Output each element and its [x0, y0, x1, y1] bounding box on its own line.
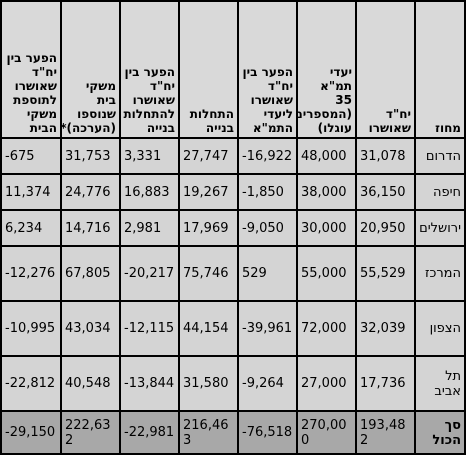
- table-cell: 529: [239, 247, 296, 300]
- table-cell: -20,217: [121, 247, 178, 300]
- table-cell: 38,000: [298, 175, 355, 209]
- table-cell: 72,000: [298, 302, 355, 355]
- table-row: ירושלים 20,950 30,000 -9,050 17,969 2,981 14,7…: [2, 211, 464, 245]
- district-name: הדרום: [416, 139, 464, 173]
- table-cell: -76,518: [239, 412, 296, 453]
- total-row: סך הכול 193,482 270,000 -76,518 216,463 -22,9…: [2, 412, 464, 453]
- table-cell: 17,969: [180, 211, 237, 245]
- table-cell: 216,463: [180, 412, 237, 453]
- table-cell: 48,000: [298, 139, 355, 173]
- table-row: המרכז 55,529 55,000 529 75,746 -20,217 67,805-…: [2, 247, 464, 300]
- table-cell: 32,039: [357, 302, 414, 355]
- table-cell: 67,805: [62, 247, 119, 300]
- header-construction-starts: התחלות בנייה: [180, 2, 237, 137]
- table-cell: 36,150: [357, 175, 414, 209]
- table-row: תל אביב 17,736 27,000 -9,264 31,580 -13,844 40…: [2, 357, 464, 410]
- table-cell: 6,234: [2, 211, 60, 245]
- table-cell: 30,000: [298, 211, 355, 245]
- district-name: הצפון: [416, 302, 464, 355]
- table-cell: 222,632: [62, 412, 119, 453]
- table-cell: 24,776: [62, 175, 119, 209]
- table-row: הדרום 31,078 48,000 -16,922 27,747 3,331 31,75…: [2, 139, 464, 173]
- district-name: חיפה: [416, 175, 464, 209]
- table-cell: 27,000: [298, 357, 355, 410]
- table-cell: 27,747: [180, 139, 237, 173]
- header-gap-approved-vs-starts: הפער בין יח"ד שאושרו להתחלות בנייה: [121, 2, 178, 137]
- table-cell: 40,548: [62, 357, 119, 410]
- table-cell: 270,000: [298, 412, 355, 453]
- table-cell: -9,050: [239, 211, 296, 245]
- table-cell: 3,331: [121, 139, 178, 173]
- table-cell: 17,736: [357, 357, 414, 410]
- table-cell: 16,883: [121, 175, 178, 209]
- table-row: חיפה 36,150 38,000 -1,850 19,267 16,883 24,776…: [2, 175, 464, 209]
- table-cell: 75,746: [180, 247, 237, 300]
- header-row: מחוז יח"ד שאושרו יעדי תמ"א 35 (המספרים ע…: [2, 2, 464, 137]
- table-cell: 55,529: [357, 247, 414, 300]
- table-cell: 55,000: [298, 247, 355, 300]
- table-cell: 31,078: [357, 139, 414, 173]
- header-approved-units: יח"ד שאושרו: [357, 2, 414, 137]
- table-cell: -9,264: [239, 357, 296, 410]
- header-district: מחוז: [416, 2, 464, 137]
- table-cell: 43,034: [62, 302, 119, 355]
- table-cell: 20,950: [357, 211, 414, 245]
- table-cell: -22,981: [121, 412, 178, 453]
- district-name: המרכז: [416, 247, 464, 300]
- total-label: סך הכול: [416, 412, 464, 453]
- header-tama35-targets: יעדי תמ"א 35 (המספרים עוגלו): [298, 2, 355, 137]
- table-cell: 19,267: [180, 175, 237, 209]
- table-cell: 44,154: [180, 302, 237, 355]
- table-cell: 11,374: [2, 175, 60, 209]
- table-cell: -675: [2, 139, 60, 173]
- table-cell: -22,812: [2, 357, 60, 410]
- table-cell: -10,995: [2, 302, 60, 355]
- header-households-added: משקי בית שנוספו (הערכה)*: [62, 2, 119, 137]
- district-name: ירושלים: [416, 211, 464, 245]
- table-cell: 31,753: [62, 139, 119, 173]
- table-cell: 31,580: [180, 357, 237, 410]
- header-gap-approved-vs-targets: הפער בין יח"ד שאושרו ליעדי התמ"א: [239, 2, 296, 137]
- table-cell: 193,482: [357, 412, 414, 453]
- table-cell: -39,961: [239, 302, 296, 355]
- table-cell: 14,716: [62, 211, 119, 245]
- table-cell: -1,850: [239, 175, 296, 209]
- table-cell: -12,276: [2, 247, 60, 300]
- header-gap-approved-vs-households: הפער בין יח"ד שאושרו לתוספת משקי הבית: [2, 2, 60, 137]
- table-cell: -13,844: [121, 357, 178, 410]
- table-cell: -12,115: [121, 302, 178, 355]
- table-cell: -29,150: [2, 412, 60, 453]
- district-name: תל אביב: [416, 357, 464, 410]
- table-cell: -16,922: [239, 139, 296, 173]
- table-row: הצפון 32,039 72,000 -39,961 44,154 -12,115 43,…: [2, 302, 464, 355]
- table-cell: 2,981: [121, 211, 178, 245]
